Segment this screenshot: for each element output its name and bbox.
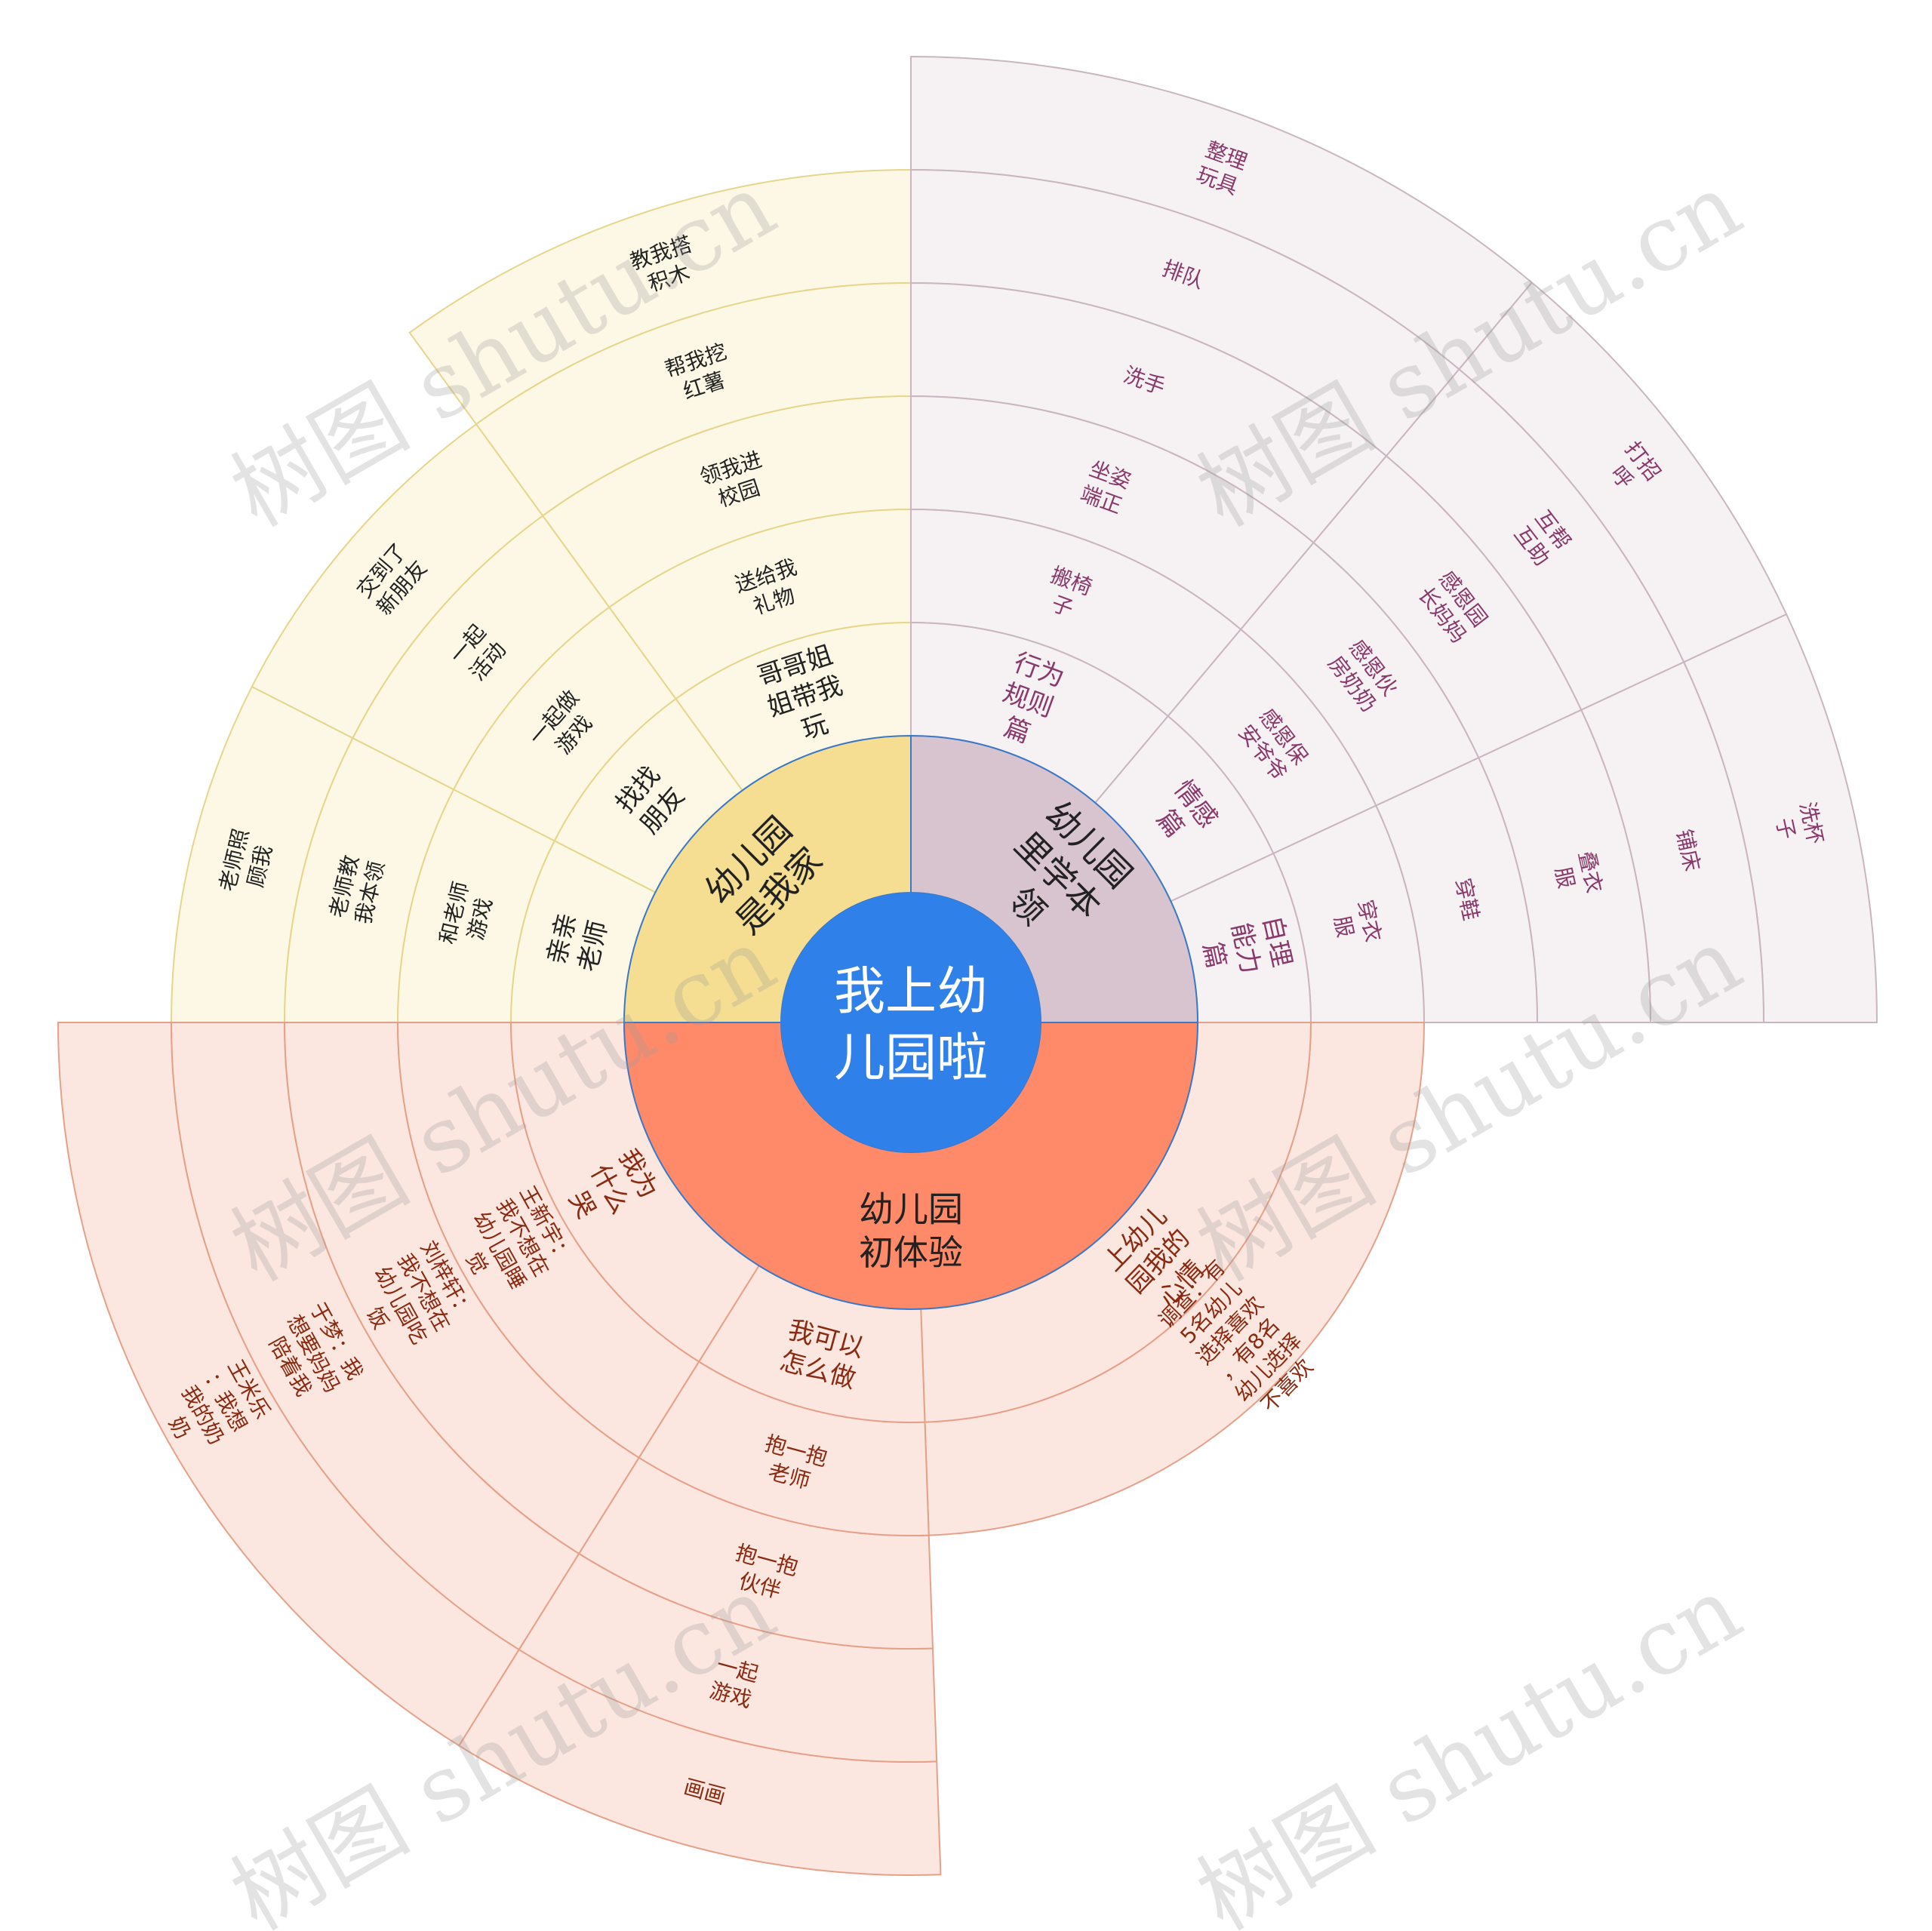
watermark: 树图 shutu.cn <box>1181 1557 1758 1931</box>
sub-label: 亲亲老师 <box>541 910 614 974</box>
center-label: 我上幼儿园啦 <box>834 962 988 1088</box>
center-node[interactable] <box>781 893 1041 1152</box>
branch-skills <box>910 55 1878 1023</box>
diagram-sectors <box>57 55 1878 1876</box>
leaf-label: 一起游戏 <box>707 1652 761 1712</box>
branch-label: 幼儿园初体验 <box>859 1188 963 1273</box>
leaf-label: 叠衣服 <box>1548 848 1607 900</box>
branch-experience <box>57 1022 1426 1876</box>
leaf-label: 老师教我本领 <box>325 853 389 927</box>
sub-label: 自理能力篇 <box>1194 913 1297 983</box>
leaf-label: 洗杯子 <box>1769 800 1829 852</box>
sub-label: 行为规则篇 <box>988 647 1069 754</box>
